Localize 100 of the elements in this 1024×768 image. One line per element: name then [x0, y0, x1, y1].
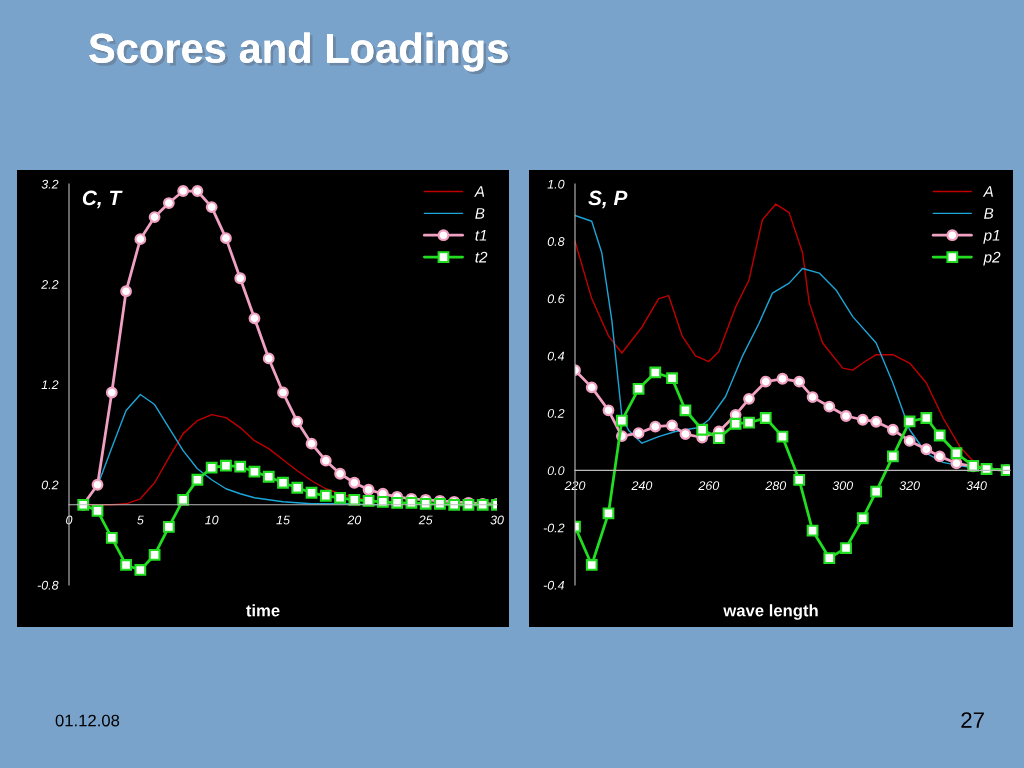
point — [712, 432, 725, 444]
y-tick-label: -0.8 — [37, 580, 59, 590]
point — [362, 494, 375, 507]
point — [793, 473, 806, 486]
point — [291, 415, 304, 428]
y-tick-label: 3.2 — [41, 179, 59, 189]
x-tick-label: 20 — [347, 515, 362, 525]
x-tick-label: 340 — [966, 481, 987, 491]
point — [134, 233, 147, 246]
point — [334, 491, 346, 504]
point — [666, 372, 678, 385]
y-tick-label: 0.0 — [547, 466, 565, 476]
point — [162, 520, 175, 533]
point — [220, 232, 232, 245]
x-tick-label: 240 — [631, 481, 653, 491]
point — [886, 450, 899, 463]
point — [191, 185, 204, 197]
point — [856, 512, 869, 525]
point — [248, 312, 261, 325]
point — [105, 386, 118, 399]
point — [334, 467, 346, 480]
point — [262, 470, 275, 483]
x-tick-label: 260 — [698, 481, 720, 491]
y-tick-label: 0.2 — [41, 480, 59, 490]
point — [162, 197, 175, 209]
point — [743, 416, 755, 429]
point — [148, 549, 161, 561]
point — [319, 489, 332, 502]
point — [920, 412, 933, 424]
point — [305, 437, 318, 450]
y-tick-label: 1.0 — [547, 179, 565, 189]
point — [743, 392, 755, 405]
point — [870, 485, 883, 498]
point — [840, 542, 852, 554]
point — [602, 404, 615, 417]
point — [220, 459, 232, 472]
point — [191, 473, 204, 486]
point — [759, 375, 772, 388]
text: Scores and Loadings — [89, 32, 511, 75]
x-tick-label: 15 — [276, 515, 290, 525]
y-tick-label: 0.4 — [547, 351, 565, 361]
text: 01.12.08 — [55, 714, 120, 727]
point — [91, 504, 104, 517]
point — [886, 423, 899, 436]
point — [806, 391, 819, 403]
point — [362, 483, 375, 496]
chart-title: S, P — [588, 190, 628, 209]
point — [840, 410, 852, 422]
point — [177, 493, 190, 506]
point — [602, 507, 615, 520]
point — [148, 211, 161, 223]
point — [91, 478, 104, 491]
point — [823, 400, 836, 413]
point — [134, 564, 147, 576]
point — [903, 435, 916, 447]
point — [933, 429, 946, 442]
x-tick-label: 220 — [564, 481, 586, 491]
y-tick-label: 2.2 — [41, 280, 59, 289]
legend-label: t2 — [475, 251, 488, 263]
point — [632, 382, 645, 395]
y-tick-label: -0.2 — [543, 523, 565, 533]
x-axis-title: time — [246, 604, 280, 617]
point — [105, 531, 118, 544]
point — [234, 272, 247, 285]
point — [391, 496, 404, 509]
point — [649, 420, 662, 433]
point — [177, 185, 190, 197]
x-tick-label: 10 — [205, 515, 219, 525]
point — [248, 465, 261, 478]
y-tick-label: 0.6 — [547, 294, 565, 304]
point — [806, 524, 819, 537]
y-tick-label: -0.4 — [543, 580, 565, 590]
x-tick-label: 0 — [66, 515, 73, 525]
y-tick-label: 1.2 — [41, 380, 59, 390]
point — [585, 559, 598, 571]
text: 27 — [961, 712, 984, 728]
legend-label: A — [474, 186, 485, 197]
legend-label: t1 — [475, 230, 487, 241]
y-tick-label: 0.2 — [547, 408, 565, 418]
point — [679, 404, 692, 417]
legend-label: B — [475, 208, 485, 219]
point — [120, 559, 132, 571]
point — [277, 386, 289, 399]
point — [205, 201, 218, 213]
point — [348, 493, 361, 506]
point — [419, 497, 432, 510]
point — [696, 423, 709, 436]
point — [205, 461, 218, 474]
point — [405, 496, 418, 509]
point — [120, 285, 132, 298]
point — [319, 454, 332, 467]
point — [759, 412, 772, 424]
x-tick-label: 280 — [765, 481, 787, 491]
point — [870, 415, 883, 428]
point — [291, 481, 304, 494]
point — [679, 428, 692, 440]
point — [666, 419, 678, 432]
point — [776, 372, 789, 385]
legend-label: p1 — [983, 230, 1000, 244]
point — [585, 381, 598, 394]
